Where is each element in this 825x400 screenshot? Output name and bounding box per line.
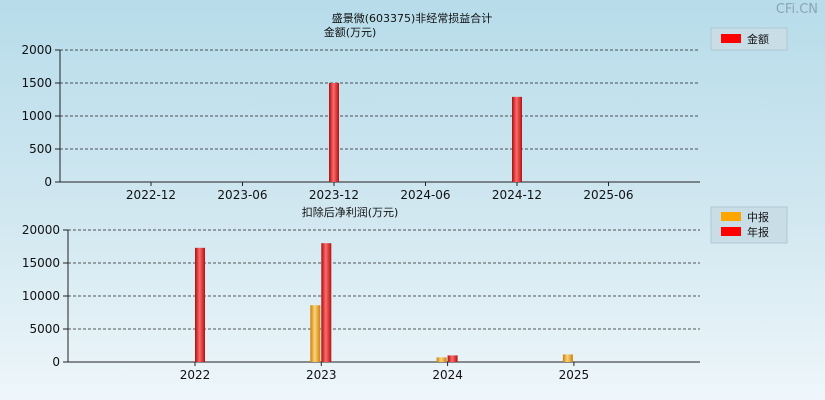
chart1-ytick-label: 1000 [21,109,52,123]
chart2-ytick-label: 0 [52,355,60,369]
chart1-xtick-label: 2024-06 [400,188,450,202]
chart2-ytick-label: 20000 [22,223,60,237]
chart2-xtick-label: 2022 [180,368,211,382]
chart1-xtick-label: 2023-12 [309,188,359,202]
chart2-legend-label-mid: 中报 [747,210,769,224]
chart2-bar-mid [310,305,321,362]
chart1-title: 盛景微(603375)非经常损益合计 [332,11,493,25]
watermark: CFi.CN [776,2,818,17]
chart2-xtick-label: 2025 [559,368,590,382]
chart2-bar-year [321,243,332,362]
chart2-xtick-label: 2023 [306,368,337,382]
chart2-legend-swatch-year [721,227,741,236]
chart1-legend-box [710,27,788,51]
chart2-ytick-label: 15000 [22,256,60,270]
chart1-ytick-label: 2000 [21,43,52,57]
chart1-ytick-label: 0 [44,175,52,189]
chart1-legend-swatch [721,34,741,43]
chart2-bar-mid [562,354,573,362]
chart1-legend-label: 金额 [747,32,769,46]
chart2-ytick-label: 10000 [22,289,60,303]
chart1-xtick-label: 2022-12 [126,188,176,202]
chart1-xtick-label: 2023-06 [217,188,267,202]
chart1-ylabel: 金额(万元) [324,25,377,39]
chart1-xtick-label: 2024-12 [492,188,542,202]
chart1-xtick-label: 2025-06 [583,188,633,202]
chart1-legend: 金额 [710,27,788,51]
chart2-bar-year [195,247,205,362]
chart2-legend-label-year: 年报 [747,225,769,239]
chart2-legend: 中报 年报 [710,206,788,244]
chart2-ytick-label: 5000 [29,322,60,336]
chart1-ytick-label: 1500 [21,76,52,90]
chart1-bar [329,83,339,182]
chart2-bar-year [447,355,458,362]
chart2-legend-swatch-mid [721,212,741,221]
chart2-bar-mid [436,357,447,362]
chart2-title: 扣除后净利润(万元) [302,205,399,219]
chart2-xtick-label: 2024 [432,368,463,382]
chart1-bar [512,96,522,182]
chart1-ytick-label: 500 [29,142,52,156]
